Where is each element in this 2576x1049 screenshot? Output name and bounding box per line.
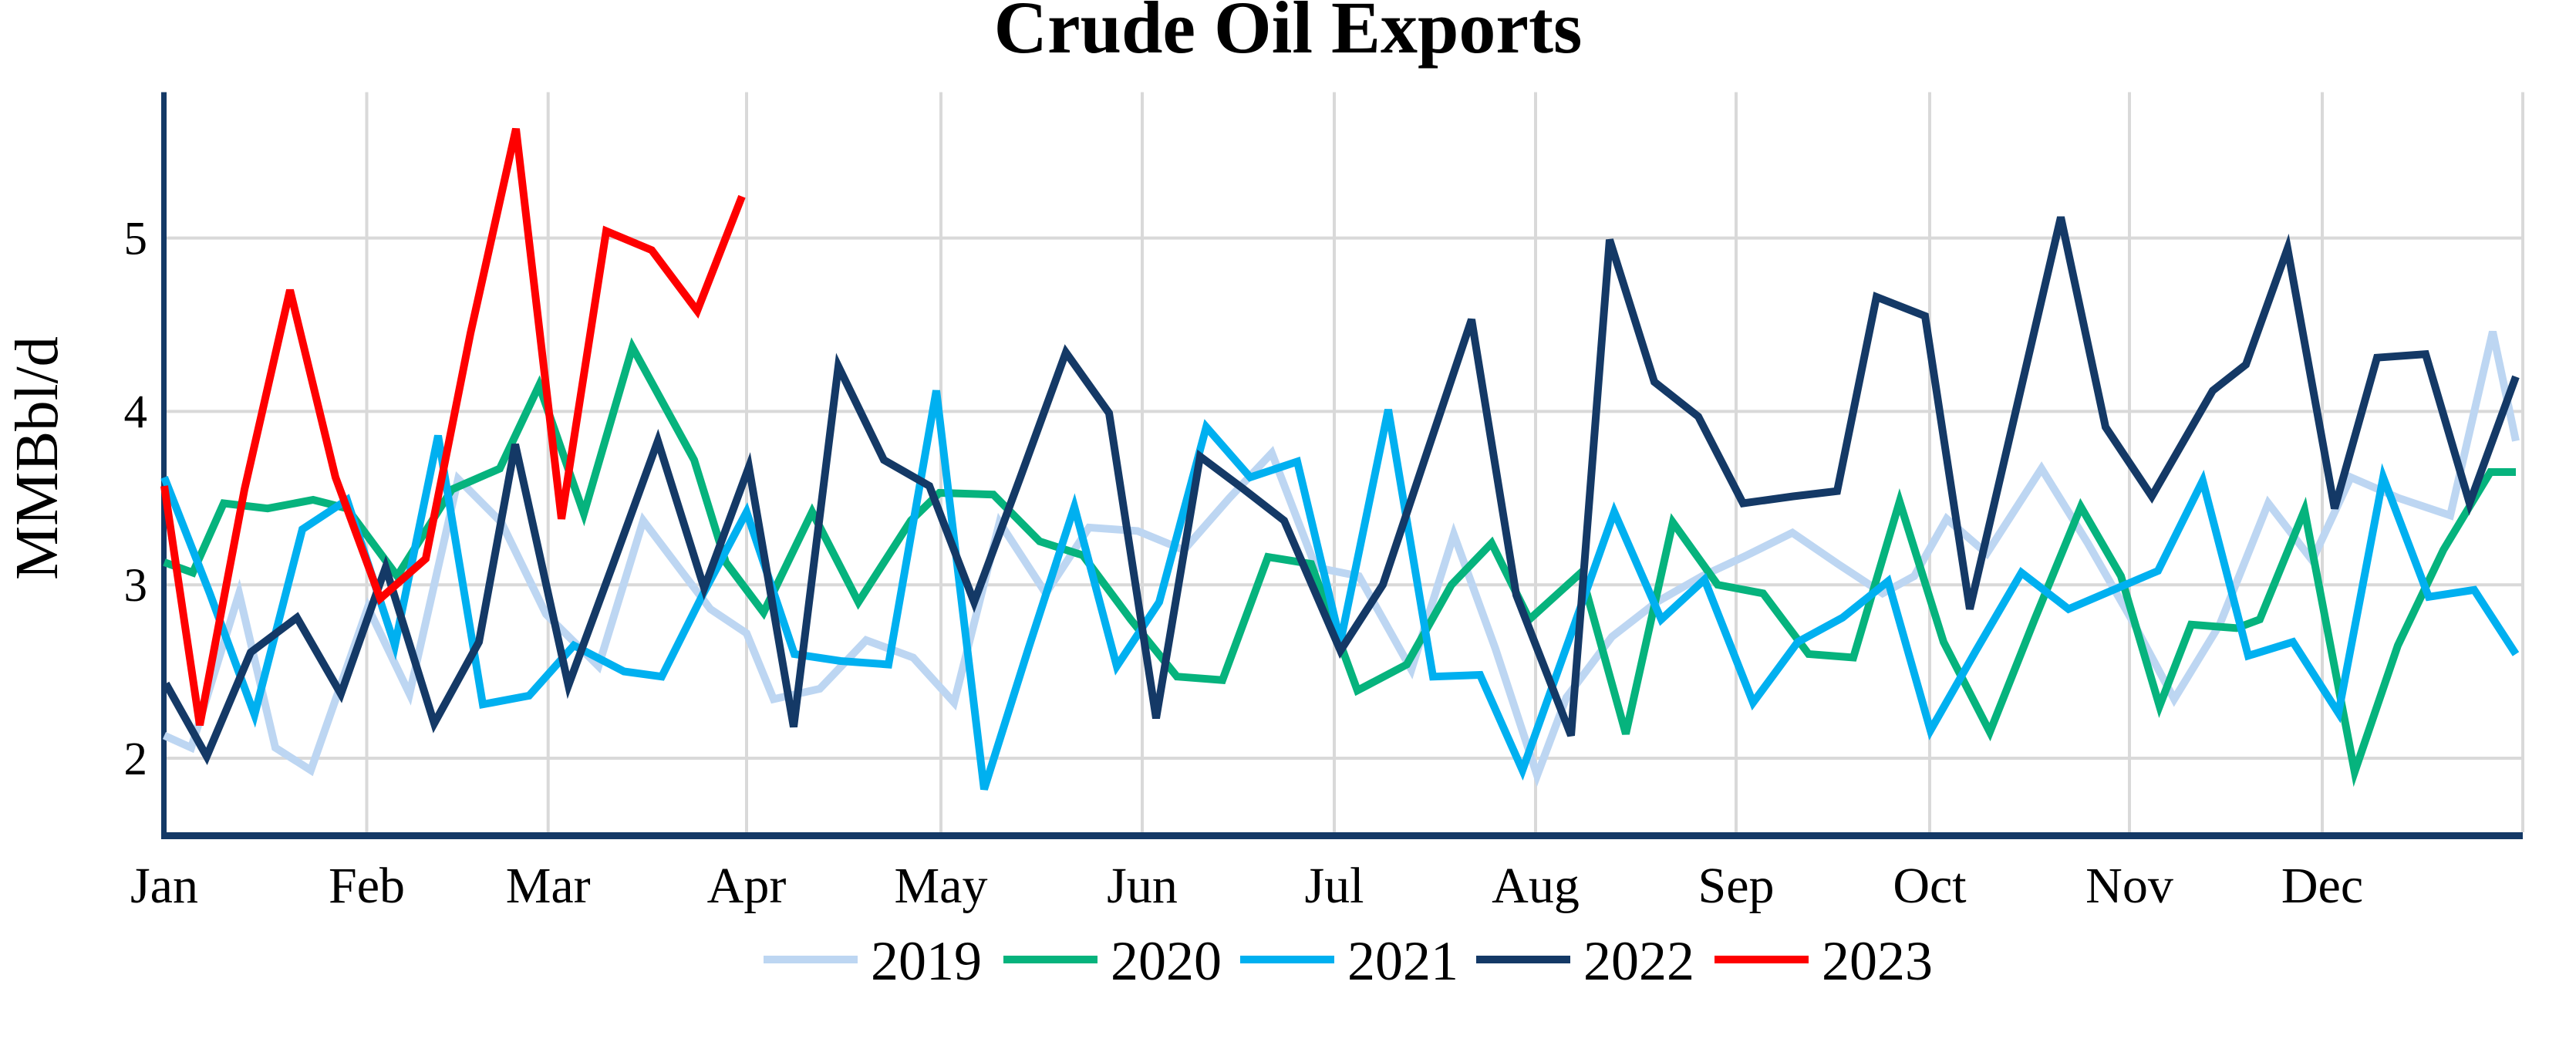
svg-text:Jan: Jan	[130, 858, 198, 914]
svg-text:Jun: Jun	[1107, 858, 1178, 914]
svg-text:Crude Oil Exports: Crude Oil Exports	[994, 0, 1583, 69]
svg-text:2023: 2023	[1822, 930, 1933, 992]
svg-text:Apr: Apr	[707, 858, 787, 914]
svg-text:Oct: Oct	[1893, 858, 1966, 914]
svg-text:Nov: Nov	[2085, 858, 2173, 914]
svg-text:4: 4	[124, 386, 148, 438]
svg-text:Mar: Mar	[506, 858, 591, 914]
svg-text:Jul: Jul	[1304, 858, 1364, 914]
svg-text:2: 2	[124, 734, 148, 785]
svg-text:5: 5	[124, 214, 148, 265]
svg-text:2022: 2022	[1583, 930, 1694, 992]
svg-text:2021: 2021	[1347, 930, 1458, 992]
svg-text:2020: 2020	[1111, 930, 1222, 992]
svg-text:Sep: Sep	[1698, 858, 1775, 914]
svg-text:Aug: Aug	[1492, 858, 1580, 914]
svg-text:2019: 2019	[871, 930, 982, 992]
svg-text:Dec: Dec	[2281, 858, 2363, 914]
svg-text:Feb: Feb	[329, 858, 405, 914]
svg-text:3: 3	[124, 560, 148, 612]
svg-text:MMBbl/d: MMBbl/d	[4, 336, 71, 580]
svg-text:May: May	[895, 858, 988, 914]
